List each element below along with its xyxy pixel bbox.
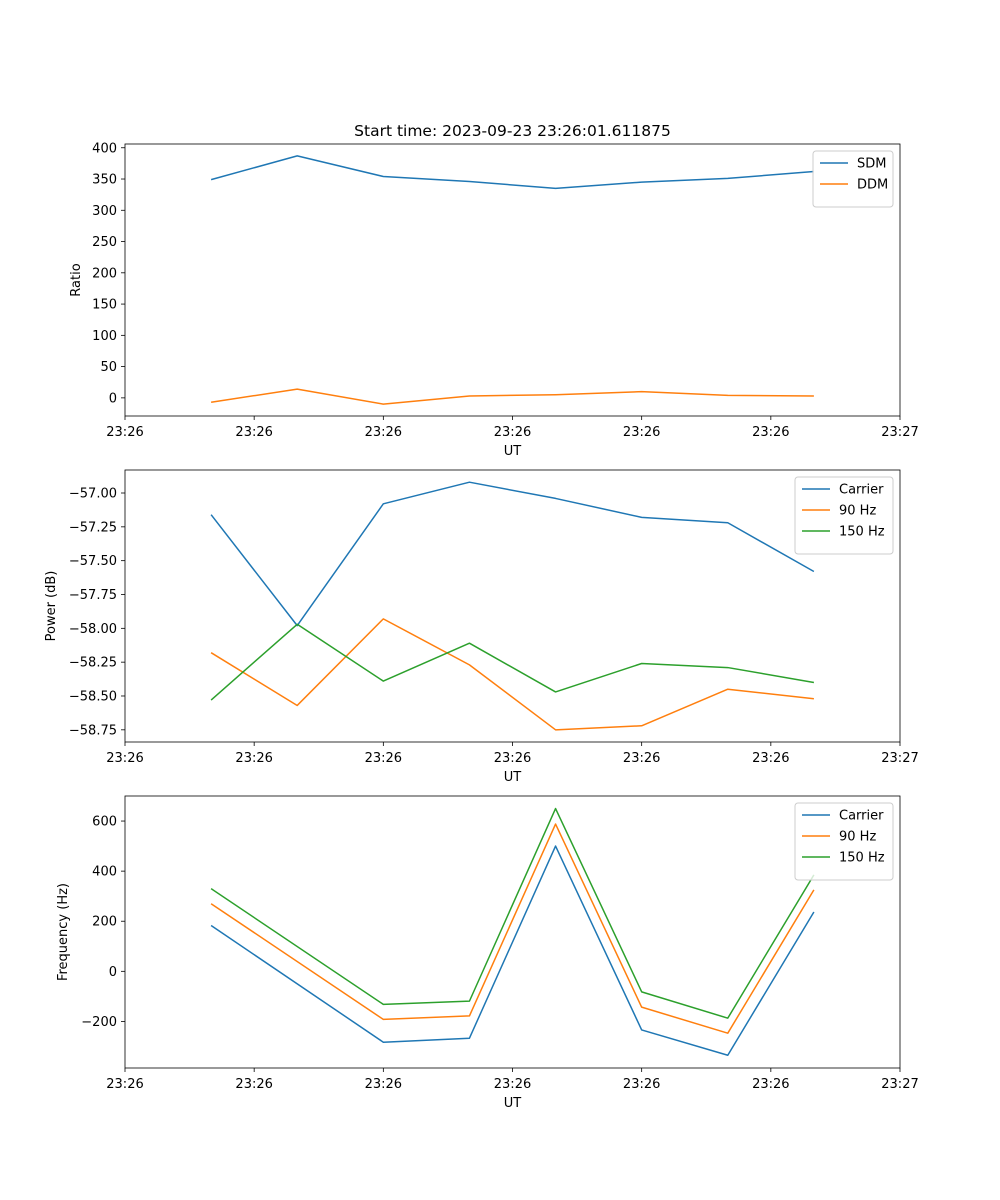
x-tick-label: 23:26 bbox=[235, 751, 272, 766]
y-tick-label: 0 bbox=[109, 965, 117, 980]
y-tick-label: 200 bbox=[92, 266, 117, 281]
x-tick-label: 23:26 bbox=[752, 425, 789, 440]
y-tick-label: −57.25 bbox=[69, 520, 117, 535]
legend bbox=[794, 476, 894, 555]
y-tick-label: 300 bbox=[92, 204, 117, 219]
x-tick-label: 23:26 bbox=[752, 1077, 789, 1092]
axes-frame bbox=[124, 469, 901, 743]
x-tick-label: 23:27 bbox=[881, 751, 918, 766]
y-tick-label: 100 bbox=[92, 329, 117, 344]
y-tick-label: −57.00 bbox=[69, 487, 117, 502]
legend-label: SDM bbox=[857, 157, 886, 172]
x-tick-label: 23:26 bbox=[235, 425, 272, 440]
legend-label: 90 Hz bbox=[839, 504, 876, 519]
y-tick-label: −57.50 bbox=[69, 554, 117, 569]
y-tick-label: 600 bbox=[92, 815, 117, 830]
x-axis-label: UT bbox=[504, 1096, 522, 1111]
y-axis-label: Frequency (Hz) bbox=[56, 883, 71, 981]
legend-label: 150 Hz bbox=[839, 851, 885, 866]
series-line-carrier bbox=[210, 481, 815, 627]
x-tick-label: 23:26 bbox=[106, 1077, 143, 1092]
series-line-150-hz bbox=[210, 623, 815, 701]
legend-label: 150 Hz bbox=[839, 525, 885, 540]
x-tick-label: 23:26 bbox=[235, 1077, 272, 1092]
x-axis-label: UT bbox=[504, 770, 522, 785]
series-line-90-hz bbox=[210, 618, 814, 731]
x-tick-label: 23:26 bbox=[106, 751, 143, 766]
x-tick-label: 23:26 bbox=[365, 425, 402, 440]
y-tick-label: 400 bbox=[92, 141, 117, 156]
x-tick-label: 23:26 bbox=[365, 751, 402, 766]
legend bbox=[794, 802, 894, 881]
x-tick-label: 23:26 bbox=[494, 425, 531, 440]
subplot-3: 23:26 23:26 23:26 23:26 23:26 23:26 23:27 −200 0… bbox=[56, 795, 919, 1111]
y-tick-label: −58.25 bbox=[69, 656, 117, 671]
series-line-90-hz bbox=[210, 823, 815, 1034]
legend-label: Carrier bbox=[839, 483, 884, 498]
y-tick-label: −57.75 bbox=[69, 588, 117, 603]
y-tick-label: 150 bbox=[92, 298, 117, 313]
x-tick-label: 23:26 bbox=[623, 425, 660, 440]
legend-label: DDM bbox=[857, 178, 888, 193]
series-line-ddm bbox=[210, 388, 814, 405]
x-tick-label: 23:27 bbox=[881, 1077, 918, 1092]
y-tick-label: 400 bbox=[92, 865, 117, 880]
y-tick-label: −58.50 bbox=[69, 689, 117, 704]
x-tick-label: 23:26 bbox=[365, 1077, 402, 1092]
y-tick-label: 50 bbox=[100, 360, 117, 375]
y-tick-label: −58.00 bbox=[69, 622, 117, 637]
y-axis-label: Power (dB) bbox=[44, 571, 59, 642]
y-tick-label: 0 bbox=[109, 391, 117, 406]
x-tick-label: 23:26 bbox=[494, 1077, 531, 1092]
subplot-1: Start time: 2023-09-23 23:26:01.611875 23… bbox=[69, 122, 919, 459]
y-axis-label: Ratio bbox=[69, 263, 84, 296]
y-tick-label: 200 bbox=[92, 915, 117, 930]
x-axis-label: UT bbox=[504, 444, 522, 459]
y-tick-label: −58.75 bbox=[69, 723, 117, 738]
legend-label: 90 Hz bbox=[839, 830, 876, 845]
series-line-carrier bbox=[210, 845, 815, 1056]
x-tick-label: 23:26 bbox=[752, 751, 789, 766]
axes-frame bbox=[124, 795, 901, 1069]
legend-label: Carrier bbox=[839, 809, 884, 824]
chart-title: Start time: 2023-09-23 23:26:01.611875 bbox=[354, 122, 671, 140]
x-tick-label: 23:26 bbox=[623, 751, 660, 766]
series-line-sdm bbox=[210, 155, 814, 190]
y-tick-label: −200 bbox=[81, 1015, 117, 1030]
subplot-2: 23:26 23:26 23:26 23:26 23:26 23:26 23:27 −58.7… bbox=[44, 469, 919, 785]
x-tick-label: 23:26 bbox=[106, 425, 143, 440]
y-tick-label: 250 bbox=[92, 235, 117, 250]
x-tick-label: 23:26 bbox=[623, 1077, 660, 1092]
x-tick-label: 23:27 bbox=[881, 425, 918, 440]
y-tick-label: 350 bbox=[92, 173, 117, 188]
series-line-150-hz bbox=[210, 807, 815, 1019]
x-tick-label: 23:26 bbox=[494, 751, 531, 766]
legend bbox=[812, 150, 894, 208]
